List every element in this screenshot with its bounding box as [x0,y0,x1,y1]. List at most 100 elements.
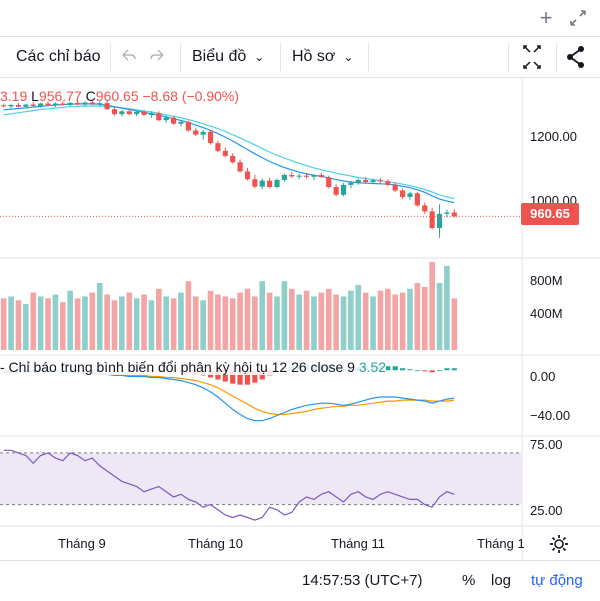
volume-bar [259,281,266,350]
volume-bar [340,296,347,350]
percent-toggle[interactable]: % [462,572,476,589]
volume-bar [392,294,399,350]
volume-axis-label-400: 400M [530,306,563,321]
bottom-bar: 14:57:53 (UTC+7) % log tự động [0,560,600,601]
volume-bar [141,294,147,350]
rsi-axis-label-75: 75.00 [530,437,563,452]
candle-body [414,193,420,206]
top-bar: + [0,0,600,37]
candle-body [400,190,406,197]
chevron-down-icon: ⌄ [343,50,354,64]
volume-bar [266,292,273,350]
volume-bar [311,296,317,350]
indicators-label: Các chỉ báo [16,48,101,65]
candle-body [252,179,258,187]
undo-icon [122,49,136,61]
volume-bar [444,265,450,350]
candle-body [259,180,265,187]
time-label-nov: Tháng 11 [331,536,385,551]
candle-body [30,104,36,107]
candle-body [97,103,103,105]
volume-bar [23,304,29,350]
low-value: 956.77 [38,88,82,104]
volume-bar [163,296,170,350]
candle-body [244,171,251,180]
volume-bar [407,288,413,350]
volume-bar [119,296,125,350]
candle-body [74,102,81,105]
candle-body [141,112,147,115]
candle-body [200,131,206,135]
time-label-sep: Tháng 9 [58,536,106,551]
profile-dropdown[interactable]: Hồ sơ ⌄ [292,37,353,77]
candle-body [333,187,339,195]
volume-bar [178,292,184,350]
macd-histogram-bar [244,370,251,385]
candle-body [303,175,310,177]
candle-body [8,104,14,107]
volume-bar [377,290,384,350]
macd-legend[interactable]: - Chỉ báo trung bình biến đổi phân kỳ hộ… [0,359,387,375]
redo-icon [150,49,164,61]
volume-bar [333,294,339,350]
expand-button[interactable] [521,37,543,77]
volume-bar [370,296,376,350]
close-value: 960.65 [95,88,139,104]
time-label-oct: Tháng 10 [188,536,243,551]
volume-bar [156,288,162,350]
indicators-button[interactable]: Các chỉ báo [16,37,101,77]
profile-label: Hồ sơ [292,48,336,65]
fullscreen-icon[interactable] [566,6,590,30]
volume-bar [429,262,435,350]
macd-histogram-bar [237,370,243,385]
ohlc-legend: 3.19 L956.77 C960.65 −8.68 (−0.90%) [0,88,239,104]
candle-body [215,143,221,151]
candle-body [370,180,376,183]
toolbar-divider [110,43,111,71]
volume-bar [229,298,236,350]
auto-scale-toggle[interactable]: tự động [531,572,583,589]
volume-bar [200,300,206,350]
macd-histogram-bar [252,370,258,383]
candle-body [281,174,287,180]
volume-bar [355,284,362,350]
candle-body [60,103,66,105]
redo-button[interactable] [150,37,166,77]
candle-body [1,105,7,107]
candle-body [15,104,22,107]
clock-display[interactable]: 14:57:53 (UTC+7) [302,572,423,589]
chart-type-dropdown[interactable]: Biểu đồ ⌄ [192,37,264,77]
volume-bar [399,292,406,350]
macd-histogram-bar [444,368,450,371]
candle-body [104,103,110,110]
chart-type-label: Biểu đồ [192,48,247,65]
volume-bar [37,296,44,350]
price-axis-label-1200: 1200.00 [530,129,577,144]
last-price-tag: 960.65 [521,203,579,225]
volume-bar [207,290,214,350]
volume-bar [436,283,443,350]
close-key: C [85,88,96,104]
volume-bar [237,292,243,350]
toolbar-divider [180,43,181,71]
candle-body [82,102,88,105]
volume-bar [274,296,280,350]
share-button[interactable] [565,37,587,77]
toolbar-divider [508,43,509,71]
expand-icon [523,45,541,69]
settings-icon[interactable] [548,533,570,555]
log-toggle[interactable]: log [491,572,512,589]
add-icon[interactable]: + [539,5,553,30]
candle-body [23,104,29,107]
candle-body [385,181,391,185]
candle-body [119,111,125,115]
volume-bar [281,281,288,350]
candle-body [436,213,443,229]
volume-bar [296,294,302,350]
volume-bar [170,298,177,350]
candle-body [267,180,273,187]
undo-button[interactable] [120,37,136,77]
volume-bar [288,288,295,350]
candle-body [289,174,295,177]
